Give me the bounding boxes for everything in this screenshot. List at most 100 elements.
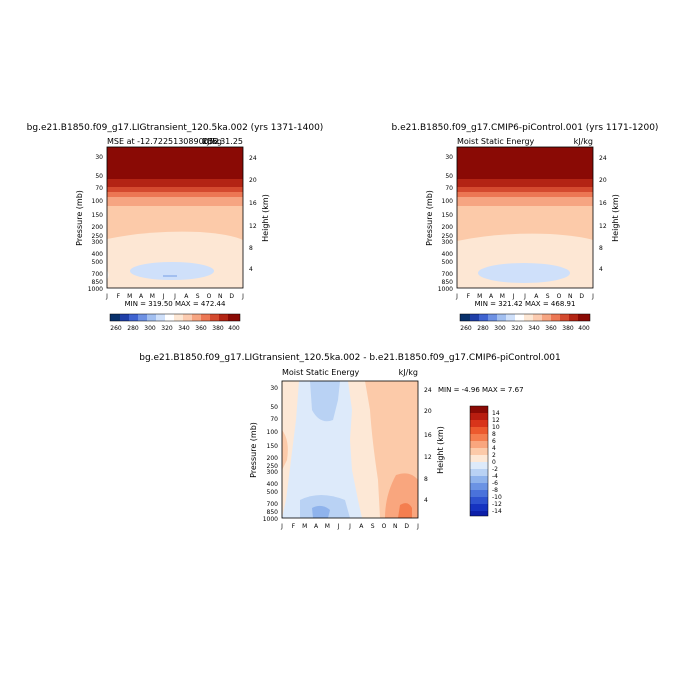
colorbar-label: 320 bbox=[161, 325, 173, 332]
colorbar-labels: 260 280 300 320 340 360 380 400 bbox=[460, 325, 590, 332]
y-tick: 1000 bbox=[263, 516, 278, 523]
x-tick: S bbox=[371, 523, 375, 530]
x-tick-labels: J F M A M J J A S O N D J bbox=[455, 293, 594, 300]
x-tick: M bbox=[127, 293, 132, 300]
height-tick-labels: 4 8 12 16 20 24 bbox=[249, 155, 257, 273]
panel-title: b.e21.B1850.f09_g17.CMIP6-piControl.001 … bbox=[392, 123, 659, 133]
x-tick: M bbox=[150, 293, 155, 300]
x-tick: J bbox=[416, 523, 419, 530]
x-tick: O bbox=[382, 523, 387, 530]
x-tick: F bbox=[292, 523, 296, 530]
x-tick: O bbox=[207, 293, 212, 300]
colorbar-label: 280 bbox=[477, 325, 489, 332]
panel-title: bg.e21.B1850.f09_g17.LIGtransient_120.5k… bbox=[27, 123, 324, 133]
stats-label: MIN = -4.96 MAX = 7.67 bbox=[438, 386, 524, 394]
y-tick: 250 bbox=[267, 463, 279, 470]
colorbar-label: 8 bbox=[492, 431, 496, 438]
x-tick: S bbox=[546, 293, 550, 300]
y-tick: 1000 bbox=[88, 286, 103, 293]
colorbar-label: 380 bbox=[562, 325, 574, 332]
panel-subtitle-left: Moist Static Energy bbox=[457, 137, 535, 146]
colorbar-label: 360 bbox=[195, 325, 207, 332]
height-tick: 24 bbox=[424, 387, 432, 394]
x-tick: N bbox=[218, 293, 223, 300]
height-axis-label: Height (km) bbox=[611, 194, 620, 242]
colorbar bbox=[469, 405, 489, 517]
x-tick-labels: J F M A M J J A S O N D J bbox=[105, 293, 244, 300]
y-tick: 400 bbox=[267, 481, 279, 488]
y-tick: 50 bbox=[95, 173, 103, 180]
height-tick: 12 bbox=[424, 454, 432, 461]
y-tick: 500 bbox=[267, 489, 279, 496]
x-tick: D bbox=[404, 523, 409, 530]
panel-lig-transient: bg.e21.B1850.f09_g17.LIGtransient_120.5k… bbox=[27, 123, 324, 332]
colorbar-label: 340 bbox=[178, 325, 190, 332]
y-tick: 50 bbox=[270, 404, 278, 411]
panel-subtitle-extra: 235.31.25 bbox=[202, 137, 243, 146]
colorbar-label: -6 bbox=[492, 480, 498, 487]
x-tick: A bbox=[184, 293, 189, 300]
x-tick: F bbox=[117, 293, 121, 300]
height-tick: 12 bbox=[599, 223, 607, 230]
y-tick: 250 bbox=[442, 233, 454, 240]
colorbar-label: 300 bbox=[144, 325, 156, 332]
y-axis-label: Pressure (mb) bbox=[249, 422, 258, 478]
x-tick: J bbox=[241, 293, 244, 300]
y-tick: 150 bbox=[267, 443, 279, 450]
panel-title: bg.e21.B1850.f09_g17.LIGtransient_120.5k… bbox=[139, 353, 561, 363]
height-tick: 12 bbox=[249, 223, 257, 230]
x-tick: A bbox=[314, 523, 319, 530]
x-tick: J bbox=[512, 293, 515, 300]
y-tick: 1000 bbox=[438, 286, 453, 293]
height-tick: 20 bbox=[249, 177, 257, 184]
x-tick-labels: J F M A M J J A S O N D J bbox=[280, 523, 419, 530]
panel-subtitle-left: Moist Static Energy bbox=[282, 368, 360, 377]
y-tick-labels: 30 50 70 100 150 200 250 300 400 500 700… bbox=[88, 154, 103, 293]
x-tick: A bbox=[359, 523, 364, 530]
y-tick: 300 bbox=[92, 239, 104, 246]
y-tick-labels: 30 50 70 100 150 200 250 300 400 500 700… bbox=[263, 385, 278, 523]
y-axis-label: Pressure (mb) bbox=[425, 190, 434, 246]
y-tick: 30 bbox=[445, 154, 453, 161]
y-tick: 500 bbox=[442, 259, 454, 266]
x-tick: J bbox=[523, 293, 526, 300]
y-tick: 100 bbox=[92, 198, 104, 205]
y-axis-label: Pressure (mb) bbox=[75, 190, 84, 246]
y-tick: 150 bbox=[92, 212, 104, 219]
y-tick: 50 bbox=[445, 173, 453, 180]
height-tick: 8 bbox=[599, 245, 603, 252]
height-tick: 24 bbox=[249, 155, 257, 162]
panel-subtitle-right: kJ/kg bbox=[399, 368, 418, 377]
x-tick: S bbox=[196, 293, 200, 300]
colorbar-label: 400 bbox=[578, 325, 590, 332]
y-tick: 700 bbox=[442, 271, 454, 278]
colorbar-label: -8 bbox=[492, 487, 498, 494]
height-tick-labels: 4 8 12 16 20 24 bbox=[424, 387, 432, 504]
colorbar-label: 280 bbox=[127, 325, 139, 332]
colorbar-label: 0 bbox=[492, 459, 496, 466]
y-tick: 200 bbox=[92, 224, 104, 231]
y-tick: 500 bbox=[92, 259, 104, 266]
x-tick: J bbox=[162, 293, 165, 300]
y-tick: 850 bbox=[442, 279, 454, 286]
height-tick: 16 bbox=[249, 200, 257, 207]
y-tick: 100 bbox=[267, 429, 279, 436]
y-tick: 400 bbox=[442, 251, 454, 258]
colorbar-label: -14 bbox=[492, 508, 502, 515]
panel-subtitle-left: MSE at -12.7225130890052 bbox=[107, 137, 219, 146]
x-tick: J bbox=[280, 523, 283, 530]
y-tick: 30 bbox=[95, 154, 103, 161]
height-tick: 20 bbox=[424, 408, 432, 415]
x-tick: M bbox=[325, 523, 330, 530]
colorbar bbox=[459, 313, 591, 322]
x-tick: O bbox=[557, 293, 562, 300]
colorbar-labels: 14 12 10 8 6 4 2 0 -2 -4 -6 -8 -10 -12 -… bbox=[492, 410, 502, 515]
colorbar-label: 12 bbox=[492, 417, 500, 424]
height-tick: 16 bbox=[599, 200, 607, 207]
y-tick: 300 bbox=[267, 469, 279, 476]
panel-subtitle-right: kJ/kg bbox=[574, 137, 593, 146]
height-tick: 4 bbox=[249, 266, 253, 273]
stats-label: MIN = 319.50 MAX = 472.44 bbox=[125, 300, 226, 308]
x-tick: N bbox=[568, 293, 573, 300]
